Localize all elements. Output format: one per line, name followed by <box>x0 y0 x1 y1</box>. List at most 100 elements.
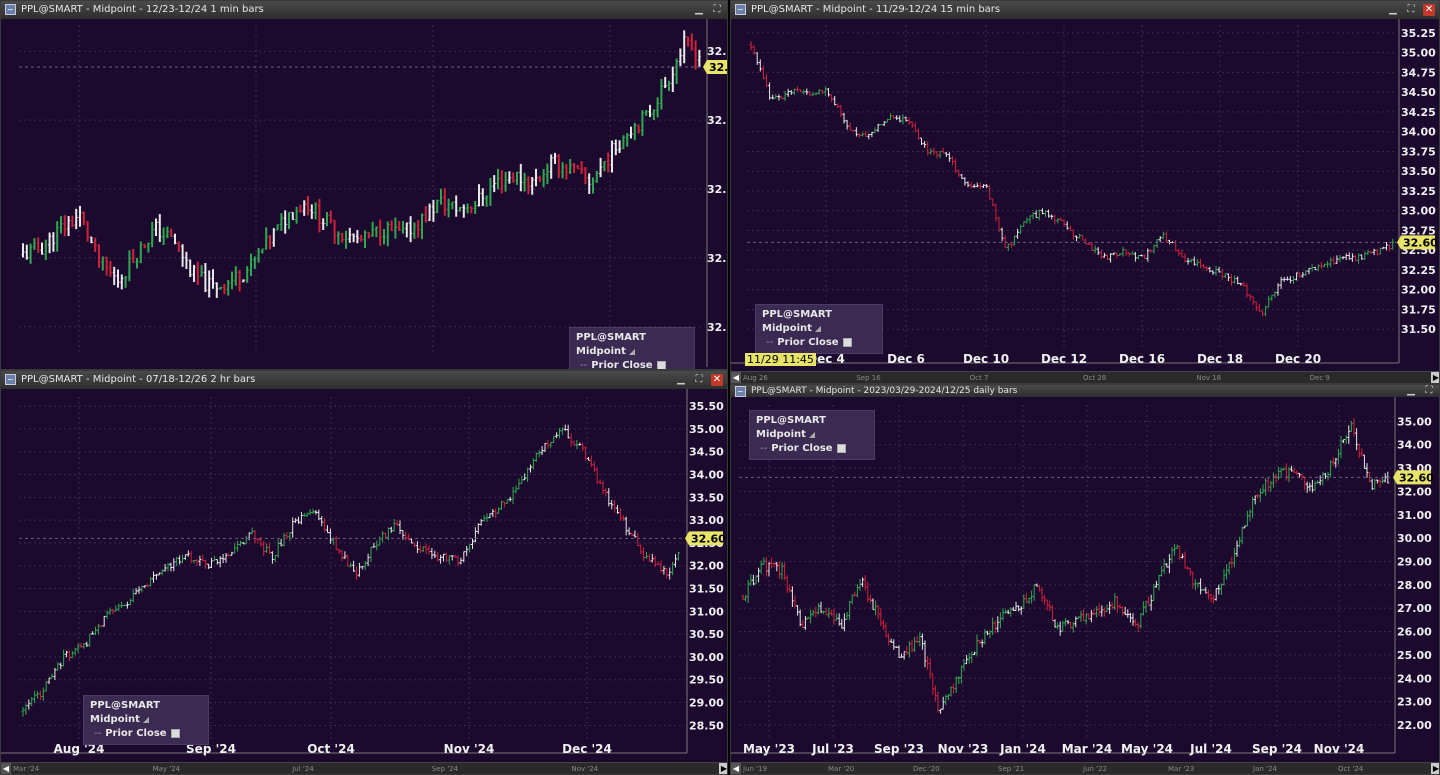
time-scrollbar[interactable]: ◀ ▶ Mar '24 May '24 Jul '24 Sep '24 Nov '24 <box>1 762 728 774</box>
ohlc-bar <box>105 610 109 619</box>
ohlc-bar <box>1332 256 1336 265</box>
legend-arrow-icon[interactable]: ◢ <box>808 430 816 439</box>
ohlc-bar <box>854 127 858 137</box>
ohlc-bar <box>308 509 312 516</box>
ohlc-bar <box>920 633 924 650</box>
price-chart[interactable]: 35.0034.0033.0032.0031.0030.0029.0028.00… <box>731 397 1440 762</box>
scroll-right-icon[interactable]: ▶ <box>1431 372 1440 383</box>
ohlc-bar <box>1199 258 1202 269</box>
y-axis-label: 30.00 <box>689 651 724 664</box>
ohlc-bar <box>163 564 167 572</box>
ohlc-bar <box>169 562 173 572</box>
ohlc-bar <box>211 269 215 289</box>
ohlc-bar <box>268 542 271 555</box>
minimize-icon[interactable]: ▁ <box>1407 385 1415 396</box>
ohlc-bar <box>587 173 591 195</box>
ohlc-bar <box>371 221 375 237</box>
checkbox-icon[interactable] <box>656 360 666 369</box>
scroll-right-icon[interactable]: ▶ <box>719 763 728 774</box>
ohlc-bar <box>416 220 420 238</box>
checkbox-icon[interactable] <box>842 337 852 347</box>
ohlc-bar <box>1066 620 1070 625</box>
window-titlebar[interactable]: ~ PPL@SMART - Midpoint - 2023/03/29-2024… <box>731 385 1439 397</box>
ohlc-bar <box>1147 596 1151 606</box>
price-chart[interactable]: 32. 32. 32. 32. 32. 32. <box>1 19 728 370</box>
ohlc-bar <box>809 609 813 624</box>
ohlc-bar <box>44 681 48 692</box>
scroll-right-icon[interactable]: ▶ <box>1431 763 1440 774</box>
ohlc-bar <box>462 204 466 218</box>
ohlc-bar <box>198 555 202 566</box>
ohlc-bar <box>389 526 393 533</box>
ohlc-bar <box>488 513 492 519</box>
y-axis-label: 33.00 <box>689 514 724 527</box>
minimize-icon[interactable]: ▁ <box>695 4 703 15</box>
legend-prior-close: Prior Close <box>777 337 839 348</box>
time-scrollbar[interactable]: ◀ ▶ Aug 26 Sep 16 Oct 7 Oct 28 Nov 18 Dec 9 <box>731 371 1440 383</box>
ohlc-bar <box>226 279 230 296</box>
ohlc-bar <box>978 182 982 189</box>
chart-window-1min[interactable]: ~ PPL@SMART - Midpoint - 12/23-12/24 1 m… <box>0 0 728 370</box>
ohlc-bar <box>560 427 564 435</box>
ohlc-bar <box>108 260 112 277</box>
maximize-icon[interactable]: ⛶ <box>713 4 721 15</box>
ohlc-bar <box>491 508 495 517</box>
ohlc-bar <box>572 162 576 174</box>
chart-window-daily[interactable]: ~ PPL@SMART - Midpoint - 2023/03/29-2024… <box>730 384 1440 775</box>
y-axis-label: 29.00 <box>689 697 724 710</box>
chart-legend[interactable]: PPL@SMART Midpoint ◢ -- Prior Close <box>749 410 875 460</box>
ohlc-bar <box>1344 435 1348 444</box>
ohlc-bar <box>652 109 656 120</box>
ohlc-bar <box>401 530 405 540</box>
ohlc-bar <box>1118 253 1122 256</box>
ohlc-bar <box>972 184 976 189</box>
minimize-icon[interactable]: ▁ <box>1389 4 1397 15</box>
ohlc-bar <box>476 523 480 535</box>
price-chart[interactable]: 35.5035.0034.5034.0033.5033.0032.5032.00… <box>1 389 728 762</box>
ohlc-bar <box>283 210 287 234</box>
window-titlebar[interactable]: ~ PPL@SMART - Midpoint - 11/29-12/24 15 … <box>731 1 1439 19</box>
scroll-left-icon[interactable]: ◀ <box>731 763 741 774</box>
chart-window-15min[interactable]: ~ PPL@SMART - Midpoint - 11/29-12/24 15 … <box>730 0 1440 384</box>
chart-legend[interactable]: PPL@SMART Midpoint ◢ -- Prior Close <box>569 327 695 369</box>
time-scrollbar[interactable]: ◀ ▶ Jun '19 Mar '20 Dec '20 Sep '21 Jun '22 Mar… <box>731 762 1440 774</box>
close-icon[interactable]: ✕ <box>711 374 723 386</box>
ohlc-bar <box>343 551 347 560</box>
ohlc-bar <box>85 641 89 647</box>
ohlc-bar <box>1282 276 1286 282</box>
ohlc-bar <box>811 92 815 97</box>
ohlc-bar <box>978 639 982 644</box>
scroll-left-icon[interactable]: ◀ <box>731 372 741 383</box>
legend-arrow-icon[interactable]: ◢ <box>628 347 636 356</box>
checkbox-icon[interactable] <box>836 443 846 453</box>
ohlc-bar <box>1075 235 1078 242</box>
ohlc-bar <box>578 442 582 446</box>
ohlc-bar <box>663 76 667 89</box>
chart-window-icon: ~ <box>735 386 746 397</box>
maximize-icon[interactable]: ⛶ <box>1425 385 1433 396</box>
ohlc-bar <box>1186 566 1190 570</box>
ohlc-bar <box>676 551 680 561</box>
chart-window-2hr[interactable]: ~ PPL@SMART - Midpoint - 07/18-12/26 2 h… <box>0 370 728 775</box>
minimize-icon[interactable]: ▁ <box>677 374 685 385</box>
scroll-left-icon[interactable]: ◀ <box>1 763 11 774</box>
ohlc-bar <box>780 96 784 100</box>
ohlc-bar <box>1128 612 1132 623</box>
ohlc-bar <box>178 555 182 565</box>
ohlc-bar <box>1209 593 1213 603</box>
checkbox-icon[interactable] <box>170 728 180 738</box>
window-titlebar[interactable]: ~ PPL@SMART - Midpoint - 07/18-12/26 2 h… <box>1 371 727 389</box>
maximize-icon[interactable]: ⛶ <box>695 374 703 385</box>
legend-arrow-icon[interactable]: ◢ <box>142 715 150 724</box>
window-titlebar[interactable]: ~ PPL@SMART - Midpoint - 12/23-12/24 1 m… <box>1 1 727 19</box>
price-chart[interactable]: 35.25 35.00 34.75 34.50 34.25 34.00 33.75 33.50… <box>731 19 1440 371</box>
legend-arrow-icon[interactable]: ◢ <box>814 324 822 333</box>
ohlc-bar <box>561 162 565 179</box>
ohlc-bar <box>820 89 824 95</box>
ohlc-bar <box>1316 264 1320 272</box>
close-icon[interactable]: ✕ <box>1423 4 1435 16</box>
ohlc-bar <box>188 259 192 277</box>
maximize-icon[interactable]: ⛶ <box>1407 4 1415 15</box>
chart-legend[interactable]: PPL@SMART Midpoint ◢ -- Prior Close <box>83 695 209 745</box>
chart-legend[interactable]: PPL@SMART Midpoint ◢ -- Prior Close <box>755 304 883 354</box>
